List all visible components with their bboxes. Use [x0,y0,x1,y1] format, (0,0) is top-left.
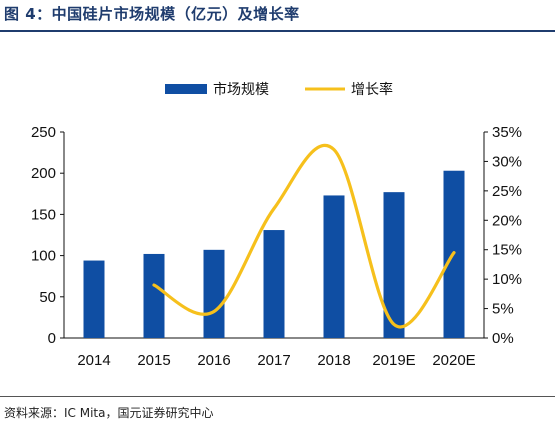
tick-labels: 0 50 100 150 200 250 0% 5% 10% 15% 20% 25% 30% 35% 201… [31,124,522,369]
right-tick-label: 25% [492,183,522,200]
legend-line-label: 增长率 [351,81,393,98]
source-rule [0,396,555,397]
x-tick-label: 2015 [137,352,170,369]
right-tick-label: 35% [492,124,522,141]
right-tick-label: 30% [492,153,522,170]
growth-line [152,143,456,329]
left-tick-label: 100 [31,248,56,265]
right-tick-label: 20% [492,212,522,229]
bar [143,253,165,338]
combo-chart: 市场规模 增长率 0 50 100 150 200 250 0% 5% 10% 15% 20% 25%… [31,81,522,369]
figure-title: 图 4：中国硅片市场规模（亿元）及增长率 [4,5,300,23]
left-tick-label: 150 [31,206,56,223]
source-note: 资料来源：IC Mita，国元证券研究中心 [4,406,214,420]
x-tick-label: 2016 [197,352,230,369]
bar-series [83,170,465,338]
left-tick-label: 50 [39,289,56,306]
right-tick-label: 5% [492,301,514,318]
growth-line-series [152,143,456,329]
right-tick-label: 15% [492,242,522,259]
left-tick-label: 250 [31,124,56,141]
bar [263,230,285,338]
chart-legend: 市场规模 增长率 [165,81,393,98]
bar [203,249,225,338]
legend-bar-label: 市场规模 [213,81,269,98]
bar [383,192,405,338]
legend-bar-swatch [165,84,207,94]
left-tick-label: 200 [31,165,56,182]
bar [323,195,345,338]
x-tick-label: 2017 [257,352,290,369]
x-tick-label: 2019E [372,352,415,369]
right-tick-label: 0% [492,330,514,347]
title-rule [0,30,555,32]
x-tick-label: 2014 [77,352,110,369]
bar [83,260,105,338]
x-tick-label: 2018 [317,352,350,369]
left-tick-label: 0 [48,330,56,347]
x-tick-label: 2020E [432,352,475,369]
right-tick-label: 10% [492,271,522,288]
